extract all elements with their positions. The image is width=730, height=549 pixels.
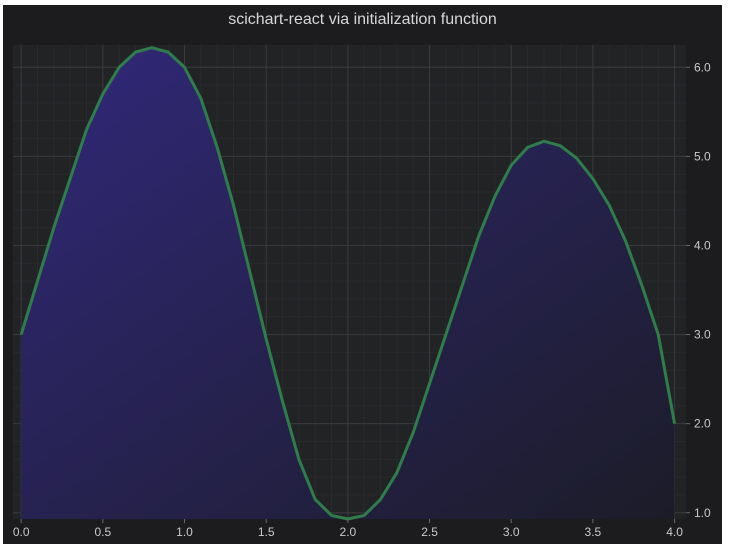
y-tick-label: 1.0 [694,506,711,520]
y-axis: 1.0 2.0 3.0 4.0 5.0 6.0 [686,60,711,520]
x-axis: 0.0 0.5 1.0 1.5 2.0 2.5 3.0 3.5 4.0 [13,519,683,539]
x-tick-label: 0.5 [94,525,111,539]
chart-svg[interactable]: 0.0 0.5 1.0 1.5 2.0 2.5 3.0 3.5 4.0 1.0 2.0 3.0 4.0… [3,5,722,544]
y-tick-label: 2.0 [694,417,711,431]
y-tick-label: 6.0 [694,60,711,74]
x-tick-label: 4.0 [666,525,683,539]
x-tick-label: 2.5 [421,525,438,539]
x-tick-label: 1.0 [176,525,193,539]
y-tick-label: 3.0 [694,328,711,342]
x-tick-label: 3.0 [503,525,520,539]
x-tick-label: 3.5 [585,525,602,539]
y-tick-label: 4.0 [694,238,711,252]
x-tick-label: 0.0 [13,525,30,539]
chart-frame: scichart-react via initialization functi… [3,5,722,544]
x-tick-label: 1.5 [258,525,275,539]
chart-title: scichart-react via initialization functi… [228,11,497,28]
x-tick-label: 2.0 [340,525,357,539]
y-tick-label: 5.0 [694,149,711,163]
